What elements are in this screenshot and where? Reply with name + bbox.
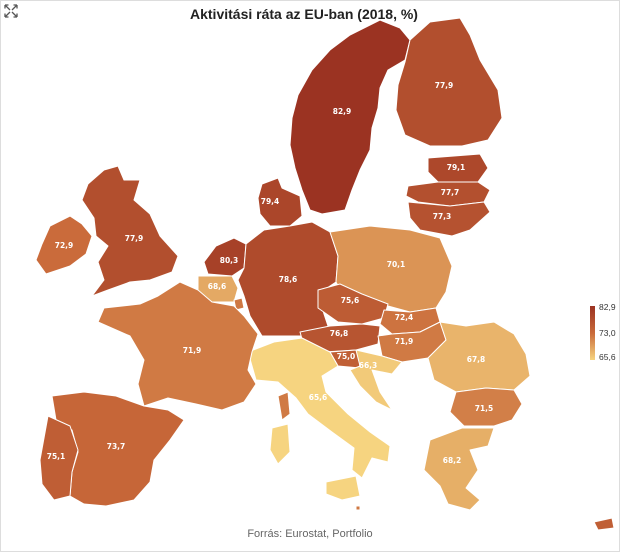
- expand-button[interactable]: [2, 2, 20, 20]
- label-spain: 73,7: [107, 442, 126, 451]
- region-malta[interactable]: [355, 505, 361, 511]
- label-latvia: 77,7: [441, 188, 460, 197]
- region-ireland[interactable]: [35, 215, 93, 275]
- label-croatia: 66,3: [359, 361, 378, 370]
- legend-mid-label: 73,0: [599, 328, 616, 338]
- label-estonia: 79,1: [447, 163, 466, 172]
- color-legend: 82,9 73,0 65,6: [588, 302, 620, 362]
- region-germany[interactable]: [237, 221, 339, 337]
- region-italy-sardinia[interactable]: [269, 423, 291, 465]
- label-slovakia: 72,4: [395, 313, 414, 322]
- label-netherlands: 80,3: [220, 256, 239, 265]
- label-finland: 77,9: [435, 81, 454, 90]
- legend-gradient-bar: [590, 306, 595, 360]
- region-france[interactable]: [97, 281, 259, 411]
- label-slovenia: 75,0: [337, 352, 356, 361]
- label-germany: 78,6: [279, 275, 298, 284]
- source-note: Forrás: Eurostat, Portfolio: [247, 528, 373, 540]
- region-uk[interactable]: [81, 165, 179, 297]
- region-bulgaria[interactable]: [449, 387, 523, 427]
- legend-max-label: 82,9: [599, 302, 616, 312]
- region-lithuania[interactable]: [407, 201, 491, 237]
- label-bulgaria: 71,5: [475, 404, 494, 413]
- label-ireland: 72,9: [55, 241, 74, 250]
- region-italy-sicily[interactable]: [325, 475, 361, 501]
- label-italy: 65,6: [309, 393, 328, 402]
- label-greece: 68,2: [443, 456, 462, 465]
- legend-min-label: 65,6: [599, 352, 616, 362]
- label-portugal: 75,1: [47, 452, 66, 461]
- label-uk: 77,9: [125, 234, 144, 243]
- region-greece[interactable]: [423, 427, 495, 511]
- region-france-corsica[interactable]: [277, 391, 291, 421]
- label-lithuania: 77,3: [433, 212, 452, 221]
- map-title: Aktivitási ráta az EU-ban (2018, %): [190, 6, 418, 22]
- region-italy[interactable]: [247, 337, 391, 479]
- region-sweden[interactable]: [289, 19, 411, 215]
- region-netherlands[interactable]: [203, 237, 247, 277]
- label-sweden: 82,9: [333, 107, 352, 116]
- label-czechia: 75,6: [341, 296, 360, 305]
- region-portugal[interactable]: [39, 415, 79, 501]
- label-belgium: 68,6: [208, 282, 227, 291]
- label-poland: 70,1: [387, 260, 406, 269]
- label-france: 71,9: [183, 346, 202, 355]
- region-denmark[interactable]: [257, 177, 303, 227]
- label-romania: 67,8: [467, 355, 486, 364]
- region-finland[interactable]: [395, 17, 503, 147]
- label-austria: 76,8: [330, 329, 349, 338]
- expand-arrows-icon: [4, 4, 18, 18]
- region-cyprus[interactable]: [593, 517, 615, 531]
- region-croatia[interactable]: [349, 349, 403, 411]
- label-hungary: 71,9: [395, 337, 414, 346]
- label-denmark: 79,4: [261, 197, 280, 206]
- value-labels: 82,9 77,9 79,1 77,7 77,3 79,4 77,9 72,9 …: [47, 81, 494, 465]
